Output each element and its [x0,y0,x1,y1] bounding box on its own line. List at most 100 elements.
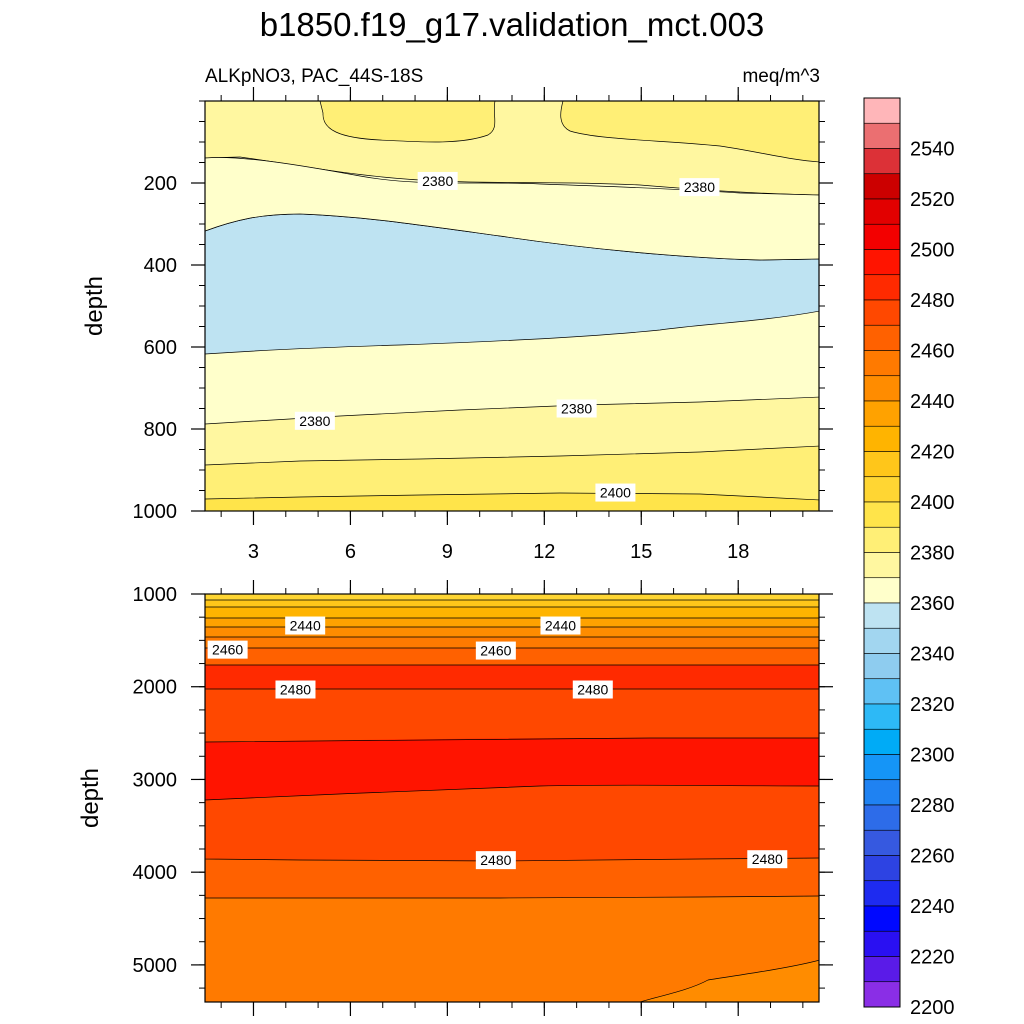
colorbar-label: 2200 [910,997,955,1019]
contour-label: 2460 [212,642,243,658]
colorbar-box [863,905,901,932]
colorbar: 2540 2520 2500 2480 2460 2440 2420 2400 2380 2360… [863,97,955,1019]
colorbar-label: 2240 [910,896,955,918]
y-tick-label: 1000 [133,584,178,606]
colorbar-box [863,703,901,730]
contour-label: 2480 [752,851,783,867]
colorbar-label: 2420 [910,442,955,464]
upper-fill-2370-top [205,157,819,261]
colorbar-box [863,249,901,276]
colorbar-box [863,324,901,351]
colorbar-box [863,400,901,427]
colorbar-label: 2480 [910,290,955,312]
colorbar-box [863,198,901,225]
colorbar-box [863,930,901,957]
colorbar-label: 2360 [910,593,955,615]
lower-panel: 2440 2440 2460 2460 2480 2480 2480 2480 1000 200… [133,580,833,1016]
upper-left-subtitle: ALKpNO3, PAC_44S-18S [205,66,423,87]
lower-fill-2460-deep-corner [639,959,819,1002]
x-tick-label: 6 [345,541,356,563]
contour-label-bg [540,616,581,635]
contour-label-bg [595,483,636,502]
contour-label-bg [207,640,248,659]
contour-label-bg [679,178,720,197]
y-tick-label: 400 [144,255,177,277]
y-tick-label: 1000 [133,501,178,523]
colorbar-box [863,577,901,604]
colorbar-box [863,956,901,983]
colorbar-label: 2320 [910,694,955,716]
colorbar-label: 2440 [910,391,955,413]
colorbar-label: 2400 [910,492,955,514]
colorbar-label: 2340 [910,644,955,666]
colorbar-box [863,981,901,1008]
colorbar-box [863,855,901,882]
contour-label: 2380 [561,401,592,417]
upper-fill-2390-top-right [560,101,819,163]
colorbar-box [863,375,901,402]
contour-label-bg [285,616,326,635]
colorbar-box [863,451,901,478]
colorbar-box [863,173,901,200]
upper-fill-2390-top [319,101,496,143]
contour-label-bg [475,851,516,870]
contour-label: 2400 [600,485,631,501]
y-tick-label: 5000 [133,955,178,977]
contour-label-bg [294,411,335,430]
x-tick-label: 12 [533,541,555,563]
lower-fill-2500 [205,737,819,801]
colorbar-box [863,552,901,579]
colorbar-box [863,122,901,149]
colorbar-box [863,476,901,503]
colorbar-box [863,779,901,806]
colorbar-label: 2520 [910,189,955,211]
colorbar-label: 2460 [910,341,955,363]
x-tick-label: 9 [442,541,453,563]
colorbar-label: 2540 [910,139,955,161]
colorbar-box [863,526,901,553]
contour-label: 2480 [480,852,511,868]
colorbar-label: 2260 [910,846,955,868]
contour-label: 2380 [684,179,715,195]
colorbar-box [863,728,901,755]
colorbar-label: 2380 [910,543,955,565]
colorbar-label: 2300 [910,745,955,767]
colorbar-box [863,829,901,856]
colorbar-box [863,627,901,654]
contour-label: 2480 [577,682,608,698]
colorbar-box [863,754,901,781]
contour-label-bg [275,680,316,699]
colorbar-label: 2280 [910,795,955,817]
y-tick-label: 600 [144,337,177,359]
colorbar-box [863,602,901,629]
colorbar-box [863,299,901,326]
colorbar-box [863,274,901,301]
contour-label: 2380 [299,413,330,429]
colorbar-box [863,97,901,124]
upper-panel: 2380 2380 2380 2380 2400 200 400 600 800 1000 3 6 9… [133,87,833,563]
contour-label-bg [417,171,458,190]
colorbar-box [863,148,901,175]
contour-label-bg [556,399,597,418]
colorbar-box [863,425,901,452]
contour-label: 2460 [480,643,511,659]
colorbar-box [863,804,901,831]
chart-title: b1850.f19_g17.validation_mct.003 [260,6,765,43]
colorbar-frame [863,97,901,1008]
colorbar-box [863,678,901,705]
contour-label-bg [572,680,613,699]
colorbar-box [863,223,901,250]
y-tick-label: 2000 [133,677,178,699]
colorbar-box [863,501,901,528]
x-tick-label: 15 [630,541,652,563]
lower-ylabel: depth [77,768,104,828]
contour-label: 2480 [280,682,311,698]
y-tick-label: 4000 [133,862,178,884]
x-tick-label: 18 [727,541,749,563]
y-tick-label: 800 [144,419,177,441]
contour-label: 2380 [422,173,453,189]
contour-label: 2440 [545,618,576,634]
colorbar-box [863,653,901,680]
y-tick-label: 3000 [133,769,178,791]
